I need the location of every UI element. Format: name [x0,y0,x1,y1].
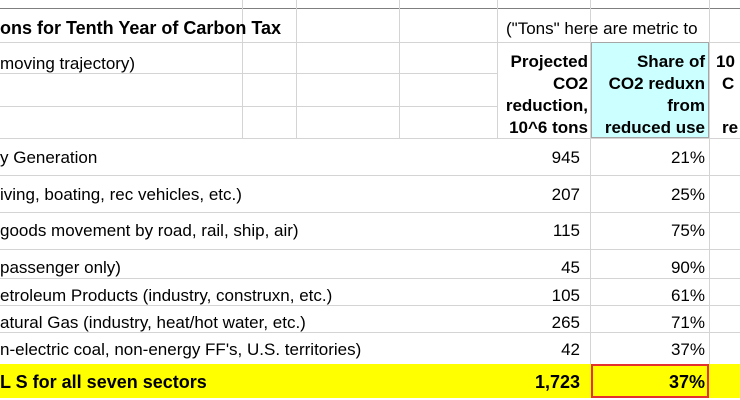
projected-header-line: CO2 [553,74,588,93]
row-label[interactable]: atural Gas (industry, heat/hot water, et… [0,313,306,332]
grid-vline [709,0,710,364]
partial-header-line: 10 [716,52,735,71]
share-header-line: reduced use [604,118,705,137]
grid-hline [0,212,740,213]
projected-header-line: reduction, [505,96,588,115]
grid-hline [0,332,740,333]
partial-header-line: C [722,74,735,93]
share-header-line: Share of [636,52,705,71]
row-share[interactable]: 61% [670,286,705,305]
row-projected[interactable]: 42 [561,340,580,359]
total-label[interactable]: L S for all seven sectors [0,372,207,392]
selected-cell-highlight [591,364,709,398]
sheet-subtitle[interactable]: moving trajectory) [0,54,136,73]
grid-hline [0,73,497,74]
row-share[interactable]: 90% [670,258,705,277]
grid-vline [590,0,591,364]
grid-hline [0,175,740,176]
top-border-line [0,8,740,9]
row-label[interactable]: y Generation [0,148,98,167]
share-header-cell[interactable] [591,42,709,138]
row-label[interactable]: etroleum Products (industry, construxn, … [0,286,333,305]
sheet-title[interactable]: ons for Tenth Year of Carbon Tax [0,18,282,38]
grid-vline [399,0,400,138]
title-note[interactable]: ("Tons" here are metric to [506,19,698,38]
projected-header-line: Projected [510,52,588,71]
total-row[interactable] [0,364,740,398]
row-share[interactable]: 71% [670,313,705,332]
row-projected[interactable]: 105 [551,286,580,305]
projected-header-line: 10^6 tons [509,118,588,137]
row-share[interactable]: 25% [670,185,705,204]
grid-hline [0,278,740,279]
row-label[interactable]: n-electric coal, non-energy FF's, U.S. t… [0,340,362,359]
grid-hline [0,305,740,306]
grid-vline [497,0,498,138]
row-label[interactable]: passenger only) [0,258,121,277]
share-header-line: CO2 reduxn [608,74,705,93]
grid-hline [0,106,497,107]
grid-hline [0,138,740,139]
row-projected[interactable]: 265 [551,313,580,332]
row-label[interactable]: iving, boating, rec vehicles, etc.) [0,185,242,204]
grid-hline [0,249,740,250]
row-share[interactable]: 21% [670,148,705,167]
row-projected[interactable]: 945 [551,148,580,167]
row-share[interactable]: 75% [670,221,705,240]
total-share[interactable]: 37% [668,372,705,392]
grid-hline [0,42,740,43]
row-label[interactable]: goods movement by road, rail, ship, air) [0,221,299,240]
grid-vline [296,0,297,138]
row-share[interactable]: 37% [670,340,705,359]
row-projected[interactable]: 207 [551,185,580,204]
row-projected[interactable]: 45 [561,258,580,277]
grid-vline [242,0,243,138]
share-header-line: from [667,96,705,115]
partial-header-line: re [722,118,739,137]
total-projected[interactable]: 1,723 [534,372,580,392]
row-projected[interactable]: 115 [552,221,580,240]
